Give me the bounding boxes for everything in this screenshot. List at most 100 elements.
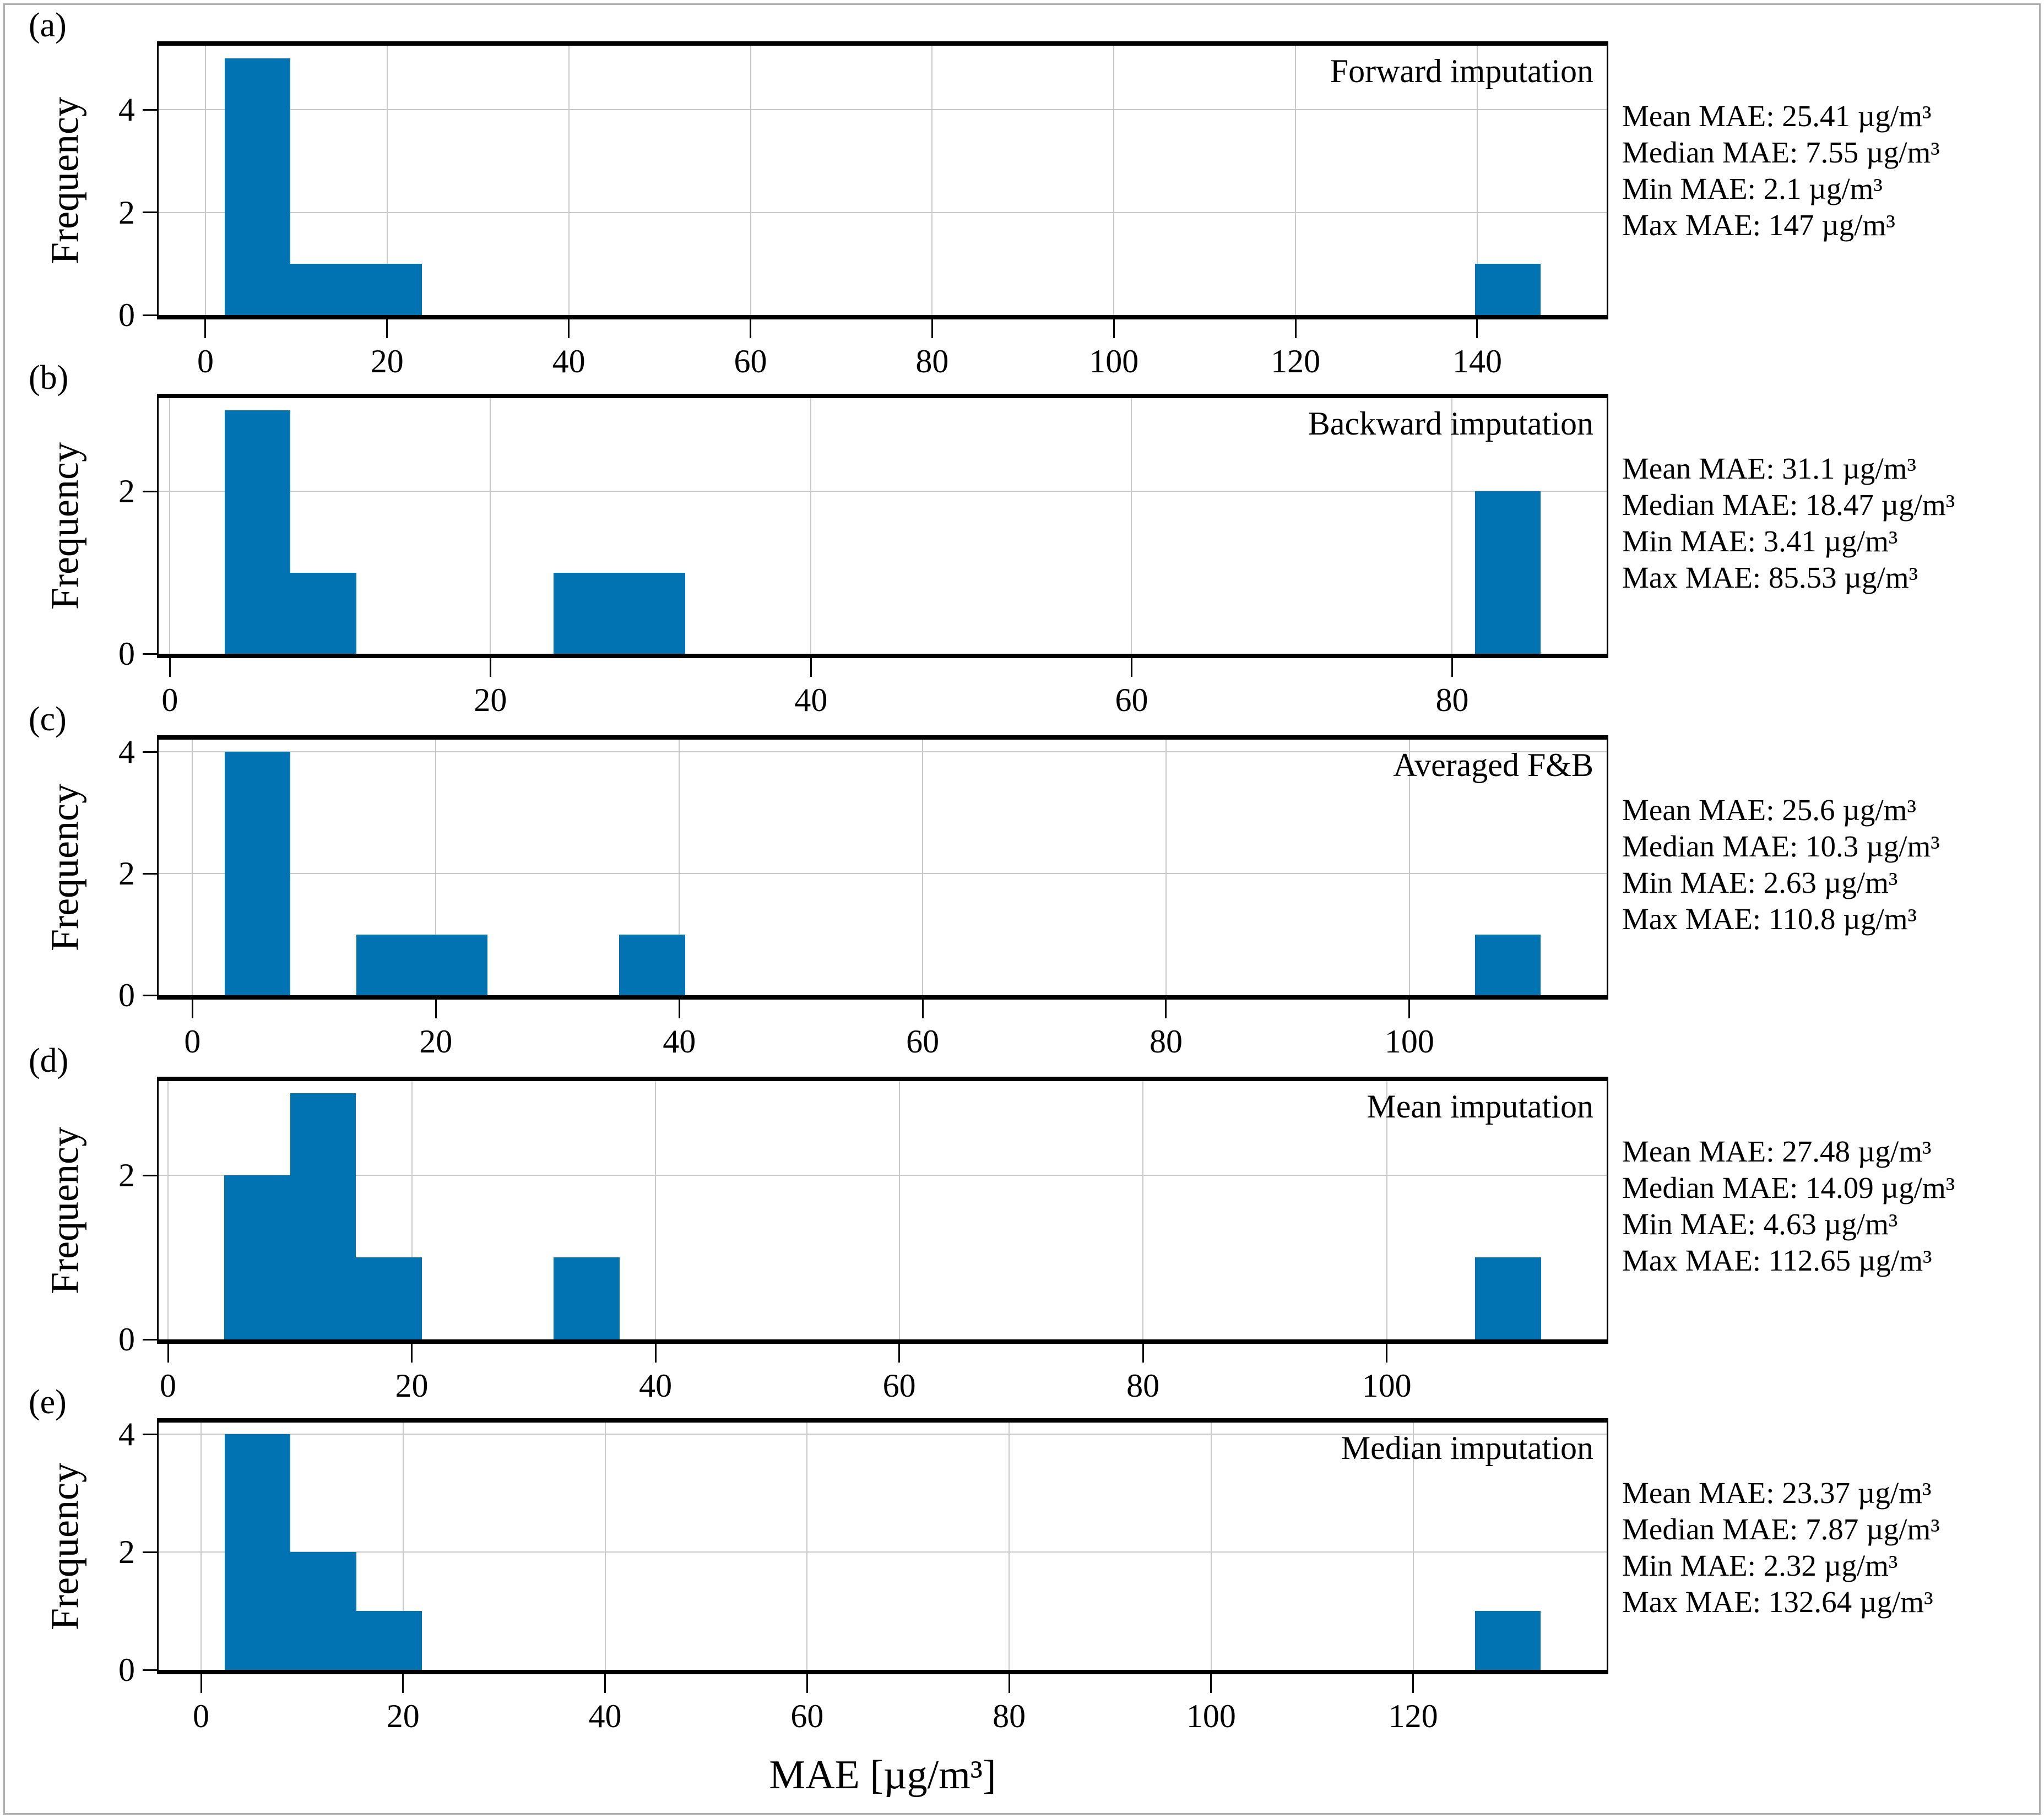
- x-gridline: [192, 740, 193, 995]
- x-tick: [204, 319, 207, 338]
- x-tick: [931, 319, 933, 338]
- x-gridline: [1165, 740, 1167, 995]
- x-tick: [1142, 1344, 1144, 1363]
- histogram-bar: [290, 572, 356, 654]
- x-tick-label: 20: [419, 1023, 453, 1060]
- x-tick-label: 60: [1115, 682, 1148, 718]
- y-gridline: [159, 1434, 1607, 1435]
- x-tick: [435, 1000, 437, 1018]
- x-tick: [1408, 1000, 1411, 1018]
- x-axis-label: MAE [µg/m³]: [769, 1752, 996, 1798]
- x-tick: [1113, 319, 1115, 338]
- x-tick-label: 0: [160, 1367, 177, 1404]
- stats-text: Mean MAE: 23.37 µg/m³ Median MAE: 7.87 µg…: [1622, 1475, 1940, 1620]
- x-gridline: [1408, 740, 1410, 995]
- plot-title: Forward imputation: [1330, 53, 1593, 89]
- x-tick-label: 80: [993, 1698, 1026, 1734]
- x-tick-label: 80: [1126, 1367, 1160, 1404]
- stats-line: Min MAE: 4.63 µg/m³: [1622, 1207, 1898, 1241]
- x-tick: [386, 319, 388, 338]
- histogram-bar: [356, 934, 422, 995]
- histogram-bar: [1475, 263, 1541, 315]
- histogram-bar: [356, 263, 422, 315]
- x-gridline: [1412, 1423, 1414, 1670]
- x-tick: [200, 1674, 202, 1693]
- stats-line: Max MAE: 112.65 µg/m³: [1622, 1244, 1932, 1277]
- stats-line: Min MAE: 2.63 µg/m³: [1622, 866, 1898, 899]
- x-tick-label: 80: [915, 343, 949, 379]
- plot-title: Mean imputation: [1367, 1088, 1593, 1125]
- x-tick: [1451, 658, 1453, 677]
- stats-line: Min MAE: 2.32 µg/m³: [1622, 1549, 1898, 1582]
- histogram-bar: [1474, 934, 1541, 995]
- x-tick-label: 60: [734, 343, 767, 379]
- x-tick: [1476, 319, 1478, 338]
- histogram-bar: [553, 1257, 620, 1339]
- stats-text: Mean MAE: 27.48 µg/m³ Median MAE: 14.09 µ…: [1622, 1133, 1955, 1279]
- y-gridline: [159, 211, 1607, 213]
- x-tick: [604, 1674, 606, 1693]
- x-tick: [1294, 319, 1297, 338]
- x-gridline: [435, 740, 437, 995]
- x-tick: [898, 1344, 901, 1363]
- y-tick-label: 2: [118, 1157, 135, 1194]
- histogram-bar: [619, 934, 685, 995]
- x-gridline: [806, 1423, 808, 1670]
- stats-line: Mean MAE: 27.48 µg/m³: [1622, 1135, 1932, 1168]
- x-gridline: [898, 1081, 900, 1339]
- x-tick: [1008, 1674, 1010, 1693]
- histogram-bar: [224, 752, 291, 995]
- histogram-bar: [224, 58, 291, 315]
- x-gridline: [1009, 1423, 1010, 1670]
- x-tick: [1165, 1000, 1167, 1018]
- histogram-bar: [224, 1175, 290, 1339]
- x-tick-label: 40: [639, 1367, 673, 1404]
- stats-text: Mean MAE: 25.41 µg/m³ Median MAE: 7.55 µg…: [1622, 98, 1940, 243]
- y-gridline: [159, 1175, 1607, 1176]
- y-tick-label: 0: [118, 636, 135, 672]
- x-tick: [810, 658, 812, 677]
- x-tick: [750, 319, 752, 338]
- histogram-bar: [553, 572, 620, 654]
- histogram-bar: [290, 1093, 356, 1339]
- histogram-bar: [356, 1611, 422, 1670]
- stats-line: Mean MAE: 31.1 µg/m³: [1622, 452, 1916, 485]
- y-tick-label: 2: [118, 1534, 135, 1571]
- x-tick: [402, 1674, 404, 1693]
- x-gridline: [1476, 46, 1478, 315]
- stats-line: Max MAE: 110.8 µg/m³: [1622, 902, 1917, 936]
- x-gridline: [750, 46, 751, 315]
- stats-line: Max MAE: 132.64 µg/m³: [1622, 1585, 1933, 1619]
- y-gridline: [159, 873, 1607, 875]
- x-gridline: [931, 46, 933, 315]
- x-gridline: [1142, 1081, 1144, 1339]
- y-tick-label: 0: [118, 977, 135, 1013]
- x-tick: [191, 1000, 193, 1018]
- histogram-bar: [422, 934, 488, 995]
- y-tick: [143, 653, 157, 655]
- y-tick-label: 0: [118, 1321, 135, 1358]
- x-gridline: [490, 398, 491, 654]
- x-tick: [921, 1000, 924, 1018]
- x-tick-label: 60: [906, 1023, 940, 1060]
- x-gridline: [679, 740, 680, 995]
- x-tick-label: 40: [794, 682, 828, 718]
- plot-area: Averaged F&B: [157, 735, 1608, 1000]
- x-tick-label: 20: [386, 1698, 420, 1734]
- panel-letter: (d): [29, 1042, 69, 1079]
- plot-area: Median imputation: [157, 1418, 1608, 1674]
- y-tick: [143, 1669, 157, 1671]
- x-gridline: [655, 1081, 657, 1339]
- x-tick-label: 0: [193, 1698, 210, 1734]
- x-tick-label: 20: [474, 682, 507, 718]
- histogram-bar: [619, 572, 685, 654]
- stats-line: Median MAE: 18.47 µg/m³: [1622, 488, 1955, 522]
- x-tick-label: 20: [370, 343, 404, 379]
- x-tick: [678, 1000, 680, 1018]
- x-tick-label: 100: [1186, 1698, 1236, 1734]
- x-tick: [1412, 1674, 1414, 1693]
- y-gridline: [159, 751, 1607, 753]
